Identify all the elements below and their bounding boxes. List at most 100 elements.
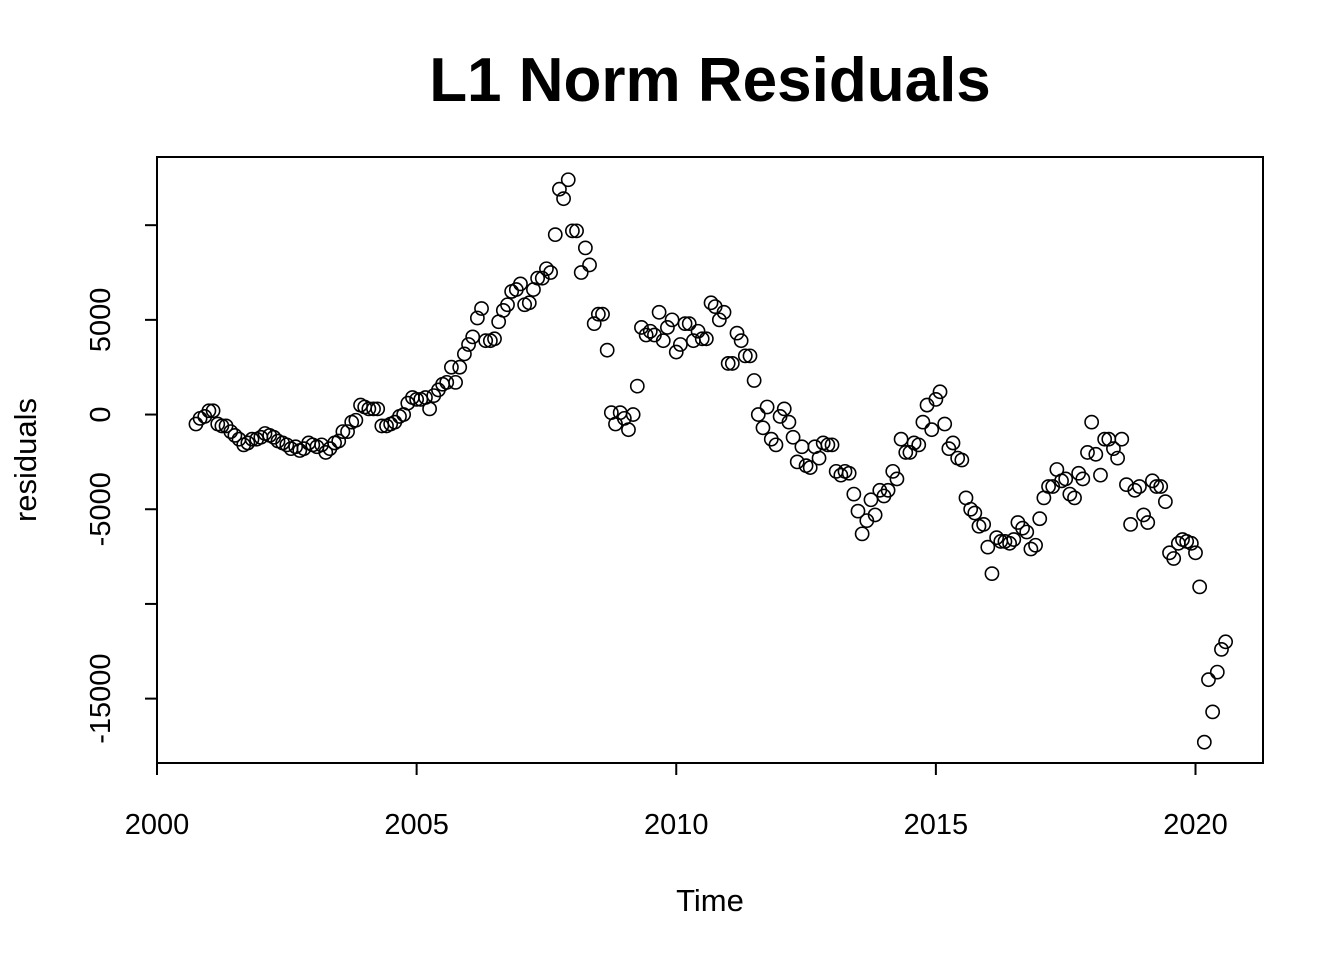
x-axis-ticks: 2000 2005 2010 2015 2020 [125, 763, 1228, 841]
data-point [621, 422, 636, 438]
data-point [487, 331, 502, 347]
data-point [1041, 479, 1056, 494]
data-point [586, 316, 602, 332]
data-point [500, 297, 515, 313]
data-point [932, 384, 948, 400]
data-point [227, 427, 243, 443]
data-point [963, 501, 979, 517]
data-point [820, 437, 836, 453]
data-point [340, 424, 355, 439]
data-point [1084, 414, 1100, 430]
data-point [366, 401, 381, 417]
data-point [655, 333, 671, 349]
data-point [595, 306, 610, 322]
data-point [937, 416, 953, 432]
data-point [547, 227, 563, 243]
x-tick-label: 2015 [904, 809, 969, 841]
data-point [928, 391, 944, 407]
data-point [465, 329, 481, 345]
data-point [1006, 532, 1022, 547]
data-point [599, 342, 615, 358]
data-point [1153, 479, 1169, 494]
data-point [314, 437, 330, 453]
data-point [1088, 446, 1104, 462]
data-point [448, 374, 463, 390]
data-point [1019, 524, 1035, 540]
data-point [673, 337, 688, 352]
data-point [1097, 431, 1113, 447]
data-point [634, 320, 649, 335]
data-point [348, 412, 364, 428]
data-point [898, 445, 914, 460]
y-tick-label: -5000 [85, 472, 117, 546]
data-point [759, 399, 775, 415]
data-point [660, 320, 675, 335]
data-point [720, 356, 736, 371]
data-point [318, 445, 334, 460]
data-point [954, 452, 970, 468]
data-point [915, 414, 931, 430]
data-point [677, 316, 693, 332]
data-point [668, 344, 684, 360]
data-point [1067, 490, 1082, 506]
data-point [885, 463, 901, 479]
data-point [569, 223, 584, 239]
data-point [902, 445, 918, 460]
data-point [1075, 471, 1091, 487]
data-point [409, 391, 425, 407]
data-point [240, 435, 256, 451]
y-tick-label: 0 [85, 406, 117, 422]
data-point [422, 401, 438, 417]
data-point [1170, 535, 1186, 551]
x-tick-label: 2020 [1163, 809, 1228, 841]
data-point [724, 356, 740, 371]
data-point [335, 424, 351, 439]
data-point [729, 325, 745, 341]
data-point [811, 450, 827, 466]
data-point [1032, 511, 1048, 527]
y-tick-label: -15000 [85, 653, 117, 743]
data-point [945, 435, 961, 451]
data-point [854, 526, 870, 542]
chart-title: L1 Norm Residuals [429, 46, 991, 115]
data-point [1123, 516, 1138, 532]
data-point [1136, 507, 1151, 523]
data-point [201, 403, 217, 419]
y-axis-ticks: -15000 -5000 0 5000 [85, 224, 157, 744]
data-point [690, 323, 706, 339]
data-point [556, 191, 571, 207]
x-tick-label: 2005 [384, 809, 449, 841]
data-point [279, 437, 295, 453]
data-point [976, 516, 992, 532]
data-point [984, 566, 1000, 582]
data-point [750, 407, 766, 422]
data-point [530, 270, 546, 286]
data-point [456, 346, 472, 362]
x-axis-label: Time [676, 883, 744, 918]
data-point [1214, 641, 1229, 657]
data-point [244, 431, 260, 447]
data-point [893, 431, 909, 447]
data-point [1140, 515, 1156, 530]
data-point [733, 333, 749, 349]
data-point [1132, 479, 1147, 494]
data-point [698, 331, 714, 347]
data-point [911, 437, 927, 453]
data-point [439, 374, 455, 390]
data-point [539, 261, 554, 277]
data-point [444, 359, 459, 375]
data-points [188, 172, 1234, 750]
data-point [1209, 664, 1225, 680]
x-tick-label: 2010 [644, 809, 709, 841]
data-point [924, 422, 940, 438]
data-point [560, 172, 576, 188]
data-point [543, 265, 558, 280]
data-point [205, 403, 221, 419]
data-point [716, 304, 732, 320]
data-point [833, 467, 849, 483]
data-point [703, 295, 719, 311]
data-point [461, 337, 476, 352]
data-point [889, 471, 905, 487]
data-point [1023, 541, 1039, 557]
